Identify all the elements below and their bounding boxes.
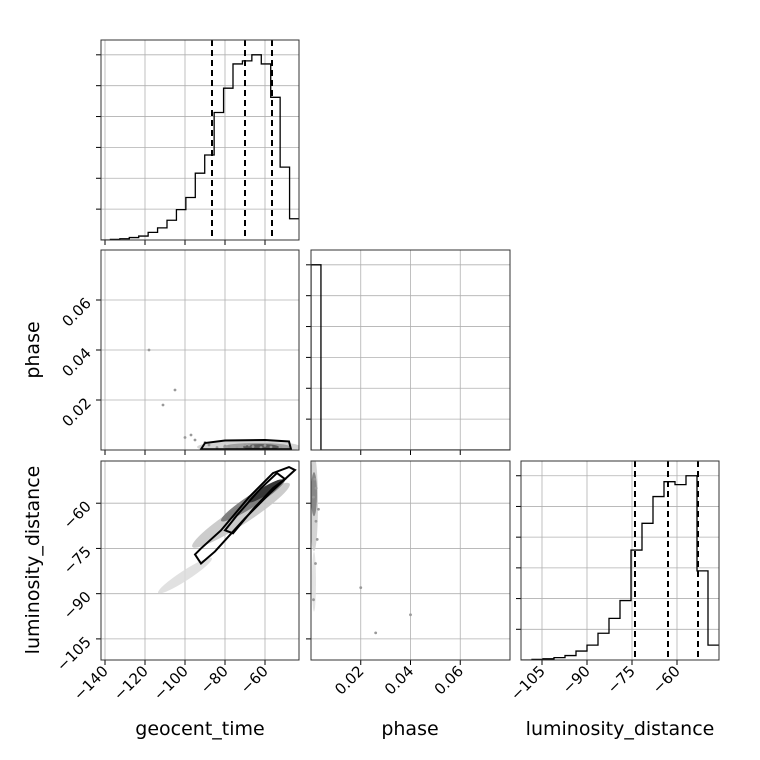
panel-luminosity-distance-histogram: −105 −90 −75 −60 xyxy=(507,460,720,704)
x-tick-label-105: −105 xyxy=(507,662,549,704)
scatter-point xyxy=(173,388,177,392)
density-blob xyxy=(311,472,317,517)
x-axis-label-geocent-time: geocent_time xyxy=(135,718,264,740)
contour-1 xyxy=(193,465,297,566)
histogram-luminosity-distance xyxy=(521,475,719,660)
y-axis-label-luminosity-distance: luminosity_distance xyxy=(22,466,44,655)
y-tick-label-0-02: 0.02 xyxy=(58,394,94,430)
scatter-point xyxy=(359,586,363,590)
x-tick-label-75: −75 xyxy=(604,662,639,697)
panel-phase-histogram xyxy=(306,249,511,455)
scatter-point xyxy=(313,477,317,481)
scatter-point xyxy=(314,562,317,565)
scatter-point xyxy=(235,446,239,449)
scatter-point xyxy=(259,446,263,449)
scatter-point xyxy=(279,446,283,449)
density-blob xyxy=(158,557,212,594)
scatter-point xyxy=(227,444,231,448)
panel-geocent-time-vs-phase: 0.02 0.04 0.06 xyxy=(58,249,300,455)
scatter-point xyxy=(409,613,412,617)
scatter-point xyxy=(312,495,315,499)
x-tick-label-60: −60 xyxy=(649,662,684,697)
x-tick-label-100: −100 xyxy=(150,662,192,704)
scatter-point xyxy=(315,537,319,541)
scatter-point xyxy=(215,446,219,449)
scatter-point xyxy=(243,443,247,447)
x-tick-label-0-06: 0.06 xyxy=(431,662,467,698)
scatter-point xyxy=(374,631,378,635)
y-tick-label-75: −75 xyxy=(60,543,95,578)
panel-geocent-time-vs-luminosity-distance: −140−120−100 −80 −60−105−90−75−60 xyxy=(53,460,300,704)
scatter-point xyxy=(207,443,211,447)
y-tick-label-105: −105 xyxy=(53,633,95,675)
x-tick-label-140: −140 xyxy=(70,662,112,704)
scatter-point xyxy=(314,519,318,523)
x-tick-label-80: −80 xyxy=(197,662,232,697)
scatter-point xyxy=(161,403,165,407)
x-tick-label-60: −60 xyxy=(237,662,272,697)
scatter-point xyxy=(247,443,251,447)
scatter-point xyxy=(189,433,193,437)
scatter-point xyxy=(193,438,197,442)
scatter-point xyxy=(183,436,187,439)
x-axis-label-luminosity-distance: luminosity_distance xyxy=(526,718,715,740)
y-tick-label-0-04: 0.04 xyxy=(58,344,94,380)
scatter-point xyxy=(317,507,320,511)
x-tick-label-120: −120 xyxy=(110,662,152,704)
scatter-point xyxy=(263,444,267,447)
y-tick-label-60: −60 xyxy=(60,497,95,532)
y-tick-label-0-06: 0.06 xyxy=(58,294,94,330)
scatter-point xyxy=(251,445,255,448)
y-tick-label-90: −90 xyxy=(60,588,95,623)
x-tick-label-90: −90 xyxy=(559,662,594,697)
scatter-point xyxy=(314,486,318,490)
contour-1 xyxy=(199,438,293,450)
density-blob xyxy=(311,551,316,612)
x-axis-label-phase: phase xyxy=(381,718,438,740)
histogram-geocent-time xyxy=(101,54,299,240)
x-tick-label-0-02: 0.02 xyxy=(331,662,367,698)
x-tick-label-0-04: 0.04 xyxy=(381,662,417,698)
density-blob xyxy=(248,479,282,503)
y-axis-label-phase: phase xyxy=(22,321,44,378)
scatter-point xyxy=(312,598,315,602)
contour-2 xyxy=(223,471,287,535)
scatter-point xyxy=(147,348,151,352)
panel-phase-vs-luminosity-distance: 0.02 0.04 0.06 xyxy=(306,460,511,698)
scatter-point xyxy=(223,444,227,448)
panel-geocent-time-histogram xyxy=(96,39,300,245)
scatter-point xyxy=(269,445,273,449)
